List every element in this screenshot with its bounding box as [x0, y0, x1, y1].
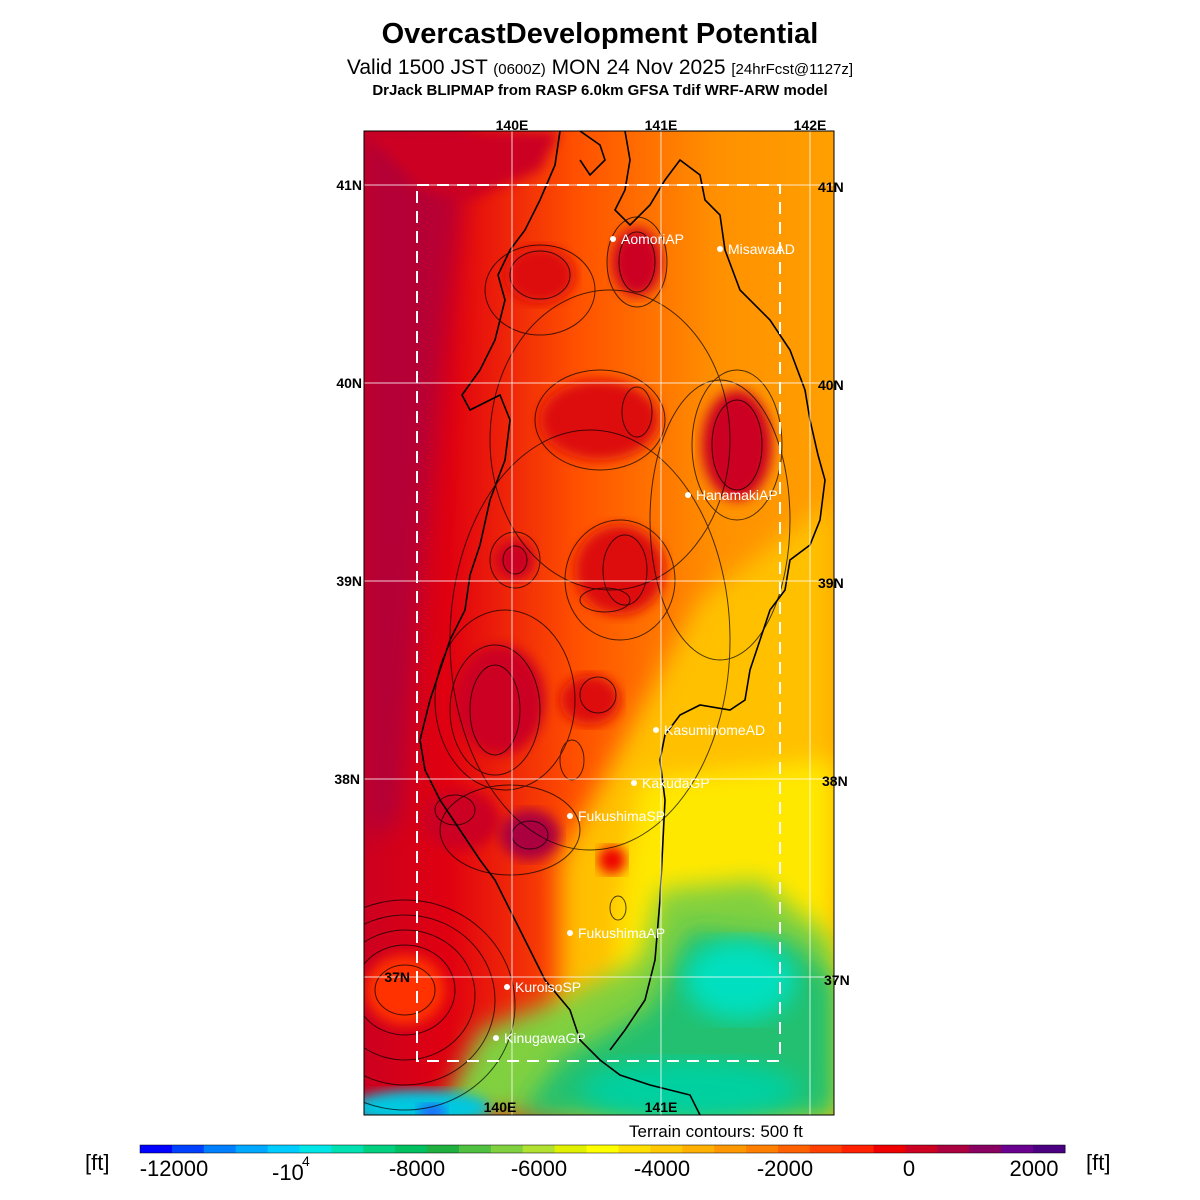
lat-label-right-37: 37N	[824, 972, 850, 988]
colorbar-swatch	[777, 1145, 811, 1153]
station-dot	[493, 1035, 499, 1041]
colorbar-frame	[139, 1144, 1066, 1154]
overcast-field	[364, 131, 834, 1115]
model-line: DrJack BLIPMAP from RASP 6.0km GFSA Tdif…	[372, 82, 828, 99]
station-misawa: MisawaAD	[717, 241, 795, 257]
station-kakuda: KakudaGP	[631, 775, 710, 791]
colorbar-swatch	[937, 1145, 970, 1153]
station-label: FukushimaAP	[578, 925, 665, 941]
map-frame	[363, 130, 835, 1116]
lat-label-left-40: 40N	[336, 375, 362, 391]
colorbar-swatch	[267, 1145, 300, 1153]
colorbar-swatch	[618, 1145, 651, 1153]
colorbar-tick-exponent: 4	[302, 1153, 310, 1169]
map-title: OvercastDevelopment Potential	[381, 18, 819, 50]
station-dot	[717, 246, 723, 252]
colorbar-swatch	[873, 1145, 907, 1153]
colorbar-tick-label: -2000	[757, 1156, 813, 1181]
colorbar-swatch	[395, 1145, 428, 1153]
station-label: KasuminomeAD	[664, 722, 765, 738]
colorbar-swatch	[235, 1145, 269, 1153]
colorbar-swatch	[809, 1145, 843, 1153]
colorbar-swatch	[682, 1145, 715, 1153]
station-fukushima-sp: FukushimaSP	[567, 808, 665, 824]
forecast-info: [24hrFcst@1127z]	[731, 61, 854, 78]
colorbar-unit-right: [ft]	[1086, 1150, 1110, 1175]
lat-label-left-38: 38N	[334, 771, 360, 787]
terrain-contours	[364, 216, 791, 1111]
colorbar-swatch	[554, 1145, 588, 1153]
lat-label-right-39: 39N	[818, 575, 844, 591]
terrain-note: Terrain contours: 500 ft	[629, 1122, 803, 1141]
lon-label-top-141: 141E	[645, 117, 678, 133]
station-label: HanamakiAP	[696, 487, 778, 503]
lat-label-left-39: 39N	[336, 573, 362, 589]
colorbar-swatch	[650, 1145, 683, 1153]
colorbar-tick-label: -8000	[389, 1156, 445, 1181]
colorbar-tick-label: 0	[903, 1156, 915, 1181]
colorbar-tick-label: 2000	[1010, 1156, 1059, 1181]
station-label: FukushimaSP	[578, 808, 665, 824]
inner-domain-box	[416, 184, 781, 1062]
valid-time-line: Valid 1500 JST (0600Z) MON 24 Nov 2025 […	[0, 56, 1200, 80]
station-dot	[567, 813, 573, 819]
lon-label-bottom-141: 141E	[645, 1099, 678, 1115]
colorbar-tick-label: -6000	[511, 1156, 567, 1181]
station-dot	[610, 236, 616, 242]
station-label: MisawaAD	[728, 241, 795, 257]
station-label: KinugawaGP	[504, 1030, 586, 1046]
colorbar-swatch	[203, 1145, 237, 1153]
lon-label-bottom-140: 140E	[484, 1099, 517, 1115]
station-kasuminome: KasuminomeAD	[653, 722, 765, 738]
colorbar-tick-label: -4000	[634, 1156, 690, 1181]
station-fukushima-ap: FukushimaAP	[567, 925, 665, 941]
lat-label-left-41: 41N	[336, 177, 362, 193]
colorbar-swatch	[746, 1145, 779, 1153]
colorbar-swatch	[363, 1145, 396, 1153]
colorbar-swatch	[522, 1145, 556, 1153]
colorbar-swatch	[969, 1145, 1002, 1153]
coastline	[419, 131, 826, 1115]
colorbar-swatch	[490, 1145, 524, 1153]
colorbar-swatch	[140, 1145, 173, 1153]
station-kuroiso: KuroisoSP	[504, 979, 581, 995]
colorbar-tick-label: -12000	[140, 1156, 209, 1181]
colorbar-swatch	[171, 1145, 205, 1153]
station-aomori: AomoriAP	[610, 231, 684, 247]
colorbar-swatch	[714, 1145, 747, 1153]
colorbar-swatch	[299, 1145, 332, 1153]
valid-time: Valid 1500 JST	[346, 56, 488, 79]
colorbar-tick-label: -10 4	[272, 1153, 310, 1185]
lon-label-top-140: 140E	[496, 117, 529, 133]
station-dot	[567, 930, 573, 936]
colorbar-swatch	[841, 1145, 875, 1153]
lat-label-right-38: 38N	[822, 773, 848, 789]
lat-label-right-40: 40N	[818, 377, 844, 393]
station-kinugawa: KinugawaGP	[493, 1030, 586, 1046]
station-dot	[504, 984, 510, 990]
station-hanamaki: HanamakiAP	[685, 487, 778, 503]
colorbar-swatch	[1001, 1145, 1034, 1153]
colorbar-swatch	[331, 1145, 364, 1153]
station-dot	[653, 727, 659, 733]
colorbar-swatch	[905, 1145, 938, 1153]
lat-label-right-41: 41N	[818, 179, 844, 195]
colorbar-swatch	[1033, 1145, 1066, 1153]
colorbar-swatch	[586, 1145, 619, 1153]
station-label: KakudaGP	[642, 775, 710, 791]
colorbar	[139, 1144, 1066, 1154]
utc-time: (0600Z)	[493, 61, 546, 78]
colorbar-unit-left: [ft]	[85, 1150, 109, 1175]
colorbar-swatch	[427, 1145, 460, 1153]
colorbar-swatch	[458, 1145, 492, 1153]
station-label: KuroisoSP	[515, 979, 581, 995]
station-dot	[685, 492, 691, 498]
lon-label-top-142: 142E	[794, 117, 827, 133]
station-label: AomoriAP	[621, 231, 684, 247]
colorbar-tick-base: -10	[272, 1160, 304, 1185]
lat-label-left-37: 37N	[384, 969, 410, 985]
station-dot	[631, 780, 637, 786]
valid-date: MON 24 Nov 2025	[551, 56, 726, 79]
